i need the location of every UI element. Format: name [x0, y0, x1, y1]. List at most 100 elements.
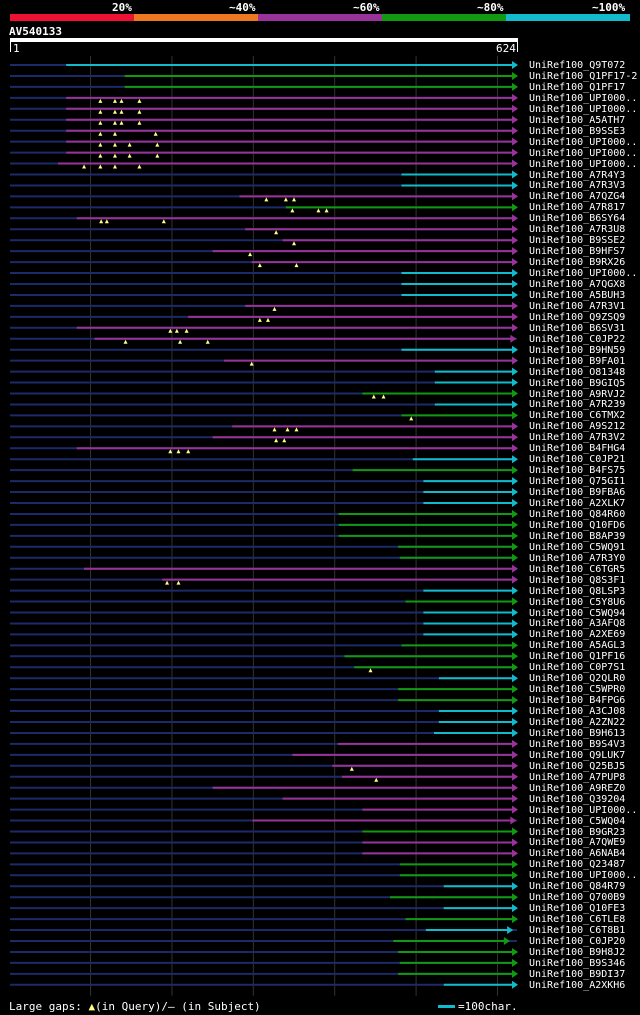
hit-label[interactable]: UniRef100_B9RX26: [529, 257, 626, 269]
hit-label[interactable]: UniRef100_C5WQ91: [529, 541, 626, 553]
hit-label[interactable]: UniRef100_A2XE69: [529, 629, 626, 641]
hit-label[interactable]: UniRef100_A6NAB4: [529, 848, 626, 860]
hit-label[interactable]: UniRef100_B4FPG6: [529, 695, 626, 707]
hit-label[interactable]: UniRef100_A2XLK7: [529, 498, 626, 509]
hit-label[interactable]: UniRef100_Q9T072: [529, 60, 626, 71]
legend-label-100: ~100%: [592, 1, 626, 14]
hit-label[interactable]: UniRef100_B8AP39: [529, 530, 626, 542]
hit-label[interactable]: UniRef100_A7QWE9: [529, 837, 626, 849]
hit-arrow: [512, 345, 518, 354]
hit-label[interactable]: UniRef100_B9HFS7: [529, 246, 626, 258]
hit-label[interactable]: UniRef100_A7R239: [529, 399, 626, 411]
hit-label[interactable]: UniRef100_C5Y8U6: [529, 596, 626, 608]
hit-arrow: [512, 520, 518, 529]
hit-label[interactable]: UniRef100_A9REZ0: [529, 782, 626, 794]
hit-gap-marker: [98, 164, 103, 169]
hit-label[interactable]: UniRef100_C0JP21: [529, 454, 626, 466]
hit-label[interactable]: UniRef100_C0JP20: [529, 936, 626, 947]
hit-label[interactable]: UniRef100_Q84R79: [529, 881, 626, 893]
hit-label[interactable]: UniRef100_A2ZN22: [529, 717, 626, 728]
hit-label[interactable]: UniRef100_Q1PF17: [529, 81, 626, 93]
hit-label[interactable]: UniRef100_B9FBA6: [529, 487, 626, 499]
hit-label[interactable]: UniRef100_A7PUP8: [529, 771, 626, 783]
hit-label[interactable]: UniRef100_UPI000..: [529, 268, 638, 280]
hit-label[interactable]: UniRef100_Q39204: [529, 793, 626, 805]
hit-label[interactable]: UniRef100_A7R4Y3: [529, 169, 626, 181]
hit-label[interactable]: UniRef100_B4FHG4: [529, 443, 626, 455]
hit-label[interactable]: UniRef100_B9S346: [529, 957, 626, 969]
hit-label[interactable]: UniRef100_B6SV31: [529, 322, 626, 334]
hit-label[interactable]: UniRef100_A3CJ08: [529, 706, 626, 718]
hit-label[interactable]: UniRef100_A9RVJ2: [529, 388, 626, 400]
hit-label[interactable]: UniRef100_Q2QLR0: [529, 673, 626, 685]
hit-label[interactable]: UniRef100_B9H8J2: [529, 946, 626, 958]
hit-label[interactable]: UniRef100_B9S4V3: [529, 738, 626, 750]
hit-label[interactable]: UniRef100_Q9LUK7: [529, 749, 626, 761]
hit-label[interactable]: UniRef100_A7R3U8: [529, 224, 626, 236]
hit-gap-marker: [257, 263, 262, 268]
hit-label[interactable]: UniRef100_UPI000..: [529, 158, 638, 170]
hit-label[interactable]: UniRef100_C6TGR5: [529, 563, 626, 575]
hit-label[interactable]: UniRef100_A7R817: [529, 202, 626, 214]
hit-gap-marker: [137, 109, 142, 114]
hit-label[interactable]: UniRef100_A3AFQ8: [529, 618, 626, 630]
hit-label[interactable]: UniRef100_C5WQ94: [529, 607, 626, 619]
hit-label[interactable]: UniRef100_A7R3V1: [529, 300, 626, 312]
hit-label[interactable]: UniRef100_Q23487: [529, 859, 626, 871]
hit-label[interactable]: UniRef100_A5BUH3: [529, 289, 626, 301]
hit-label[interactable]: UniRef100_UPI000..: [529, 147, 638, 159]
hit-label[interactable]: UniRef100_A7QZG4: [529, 191, 626, 203]
hit-label[interactable]: UniRef100_Q10FD6: [529, 519, 626, 531]
hit-label[interactable]: UniRef100_B9SSE3: [529, 125, 626, 137]
hit-label[interactable]: UniRef100_B9FA01: [529, 355, 626, 367]
hit-label[interactable]: UniRef100_B9H613: [529, 727, 626, 739]
hit-arrow: [512, 750, 518, 759]
hit-label[interactable]: UniRef100_A9S212: [529, 421, 626, 433]
hit-label[interactable]: UniRef100_UPI000..: [529, 103, 638, 115]
hit-label[interactable]: UniRef100_Q75GI1: [529, 476, 626, 488]
hit-label[interactable]: UniRef100_A5AGL3: [529, 640, 626, 652]
hit-label[interactable]: UniRef100_A7QGX8: [529, 279, 626, 290]
hit-label[interactable]: UniRef100_C6TLE8: [529, 914, 626, 926]
hit-label[interactable]: UniRef100_C5WPR0: [529, 684, 626, 696]
hit-label[interactable]: UniRef100_Q700B9: [529, 892, 626, 904]
hit-arrow: [512, 93, 518, 102]
hit-label[interactable]: UniRef100_B9DI37: [529, 968, 626, 980]
hit-gap-marker: [161, 219, 166, 224]
hit-label[interactable]: UniRef100_B6SY64: [529, 213, 626, 225]
hit-label[interactable]: UniRef100_C0JP22: [529, 333, 626, 345]
hit-label[interactable]: UniRef100_Q9ZSQ9: [529, 311, 626, 323]
hit-label[interactable]: UniRef100_Q84R60: [529, 508, 626, 520]
hit-label[interactable]: UniRef100_Q1PF17-2: [529, 70, 638, 82]
hit-label[interactable]: UniRef100_B4FS75: [529, 465, 626, 477]
hit-label[interactable]: UniRef100_A5ATH7: [529, 114, 626, 126]
hit-arrow: [512, 115, 518, 124]
hit-label[interactable]: UniRef100_O81348: [529, 366, 626, 378]
hit-arrow: [512, 258, 518, 267]
hit-label[interactable]: UniRef100_Q1PF16: [529, 651, 626, 663]
hit-label[interactable]: UniRef100_C0P7S1: [529, 662, 626, 674]
hit-label[interactable]: UniRef100_A7R3V3: [529, 180, 626, 192]
hit-label[interactable]: UniRef100_B9GR23: [529, 826, 626, 838]
hit-label[interactable]: UniRef100_A7R3V2: [529, 432, 626, 444]
hit-label[interactable]: UniRef100_C6T8B1: [529, 925, 626, 937]
hit-label[interactable]: UniRef100_B9GIQ5: [529, 377, 626, 389]
hit-label[interactable]: UniRef100_UPI000..: [529, 136, 638, 148]
hit-label[interactable]: UniRef100_UPI000..: [529, 92, 638, 104]
hit-label[interactable]: UniRef100_B9SSE2: [529, 235, 626, 247]
hit-label[interactable]: UniRef100_A7R3Y0: [529, 552, 626, 564]
hit-label[interactable]: UniRef100_UPI000..: [529, 804, 638, 816]
legend-label-40: ~40%: [229, 1, 256, 14]
hit-label[interactable]: UniRef100_B9HN59: [529, 344, 626, 356]
hit-label[interactable]: UniRef100_Q25BJ5: [529, 760, 626, 772]
hit-label[interactable]: UniRef100_Q8LSP3: [529, 585, 626, 597]
hit-gap-marker: [272, 427, 277, 432]
hit-label[interactable]: UniRef100_C6TMX2: [529, 410, 626, 422]
hit-label[interactable]: UniRef100_Q8S3F1: [529, 574, 626, 586]
footer-query-gap-icon: ▲: [88, 1000, 96, 1013]
hit-label[interactable]: UniRef100_C5WQ04: [529, 815, 626, 827]
hit-gap-marker: [290, 208, 295, 213]
hit-label[interactable]: UniRef100_Q10FE3: [529, 903, 626, 915]
hit-label[interactable]: UniRef100_UPI000..: [529, 870, 638, 882]
hit-label[interactable]: UniRef100_A2XKH6: [529, 979, 626, 991]
